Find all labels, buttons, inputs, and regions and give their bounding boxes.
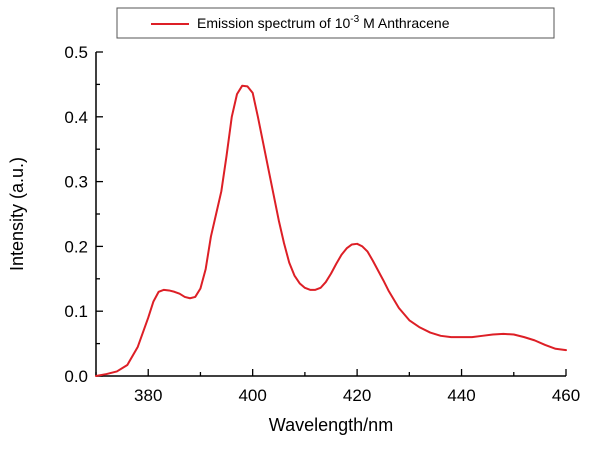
legend-label-suffix: M Anthracene: [359, 15, 449, 31]
x-tick-label-440: 440: [447, 386, 475, 405]
y-tick-label-0.5: 0.5: [64, 43, 88, 62]
x-tick-label-460: 460: [552, 386, 580, 405]
legend-label-superscript: -3: [350, 14, 359, 25]
x-tick-label-400: 400: [238, 386, 266, 405]
y-tick-label-0.1: 0.1: [64, 302, 88, 321]
y-axis-title: Intensity (a.u.): [7, 157, 27, 271]
y-tick-label-0.2: 0.2: [64, 237, 88, 256]
legend-label-main: Emission spectrum of 10: [197, 15, 350, 31]
axis-ticks: [95, 51, 567, 377]
y-tick-label-0.3: 0.3: [64, 173, 88, 192]
axis-tick-labels: 380 400 420 440 460 0.0 0.1 0.2 0.3 0.4 0.5: [64, 43, 580, 405]
x-tick-label-420: 420: [343, 386, 371, 405]
y-tick-label-0.4: 0.4: [64, 108, 88, 127]
legend-box: [116, 7, 555, 39]
y-tick-label-0.0: 0.0: [64, 367, 88, 386]
plot-area: 380 400 420 440 460 0.0 0.1 0.2 0.3 0.4 0.5: [64, 43, 580, 405]
legend-label: Emission spectrum of 10-3 M Anthracene: [197, 14, 450, 31]
series-line-emission: [95, 84, 567, 377]
legend: Emission spectrum of 10-3 M Anthracene: [116, 7, 555, 39]
x-axis-title: Wavelength/nm: [269, 415, 393, 435]
x-tick-label-380: 380: [134, 386, 162, 405]
